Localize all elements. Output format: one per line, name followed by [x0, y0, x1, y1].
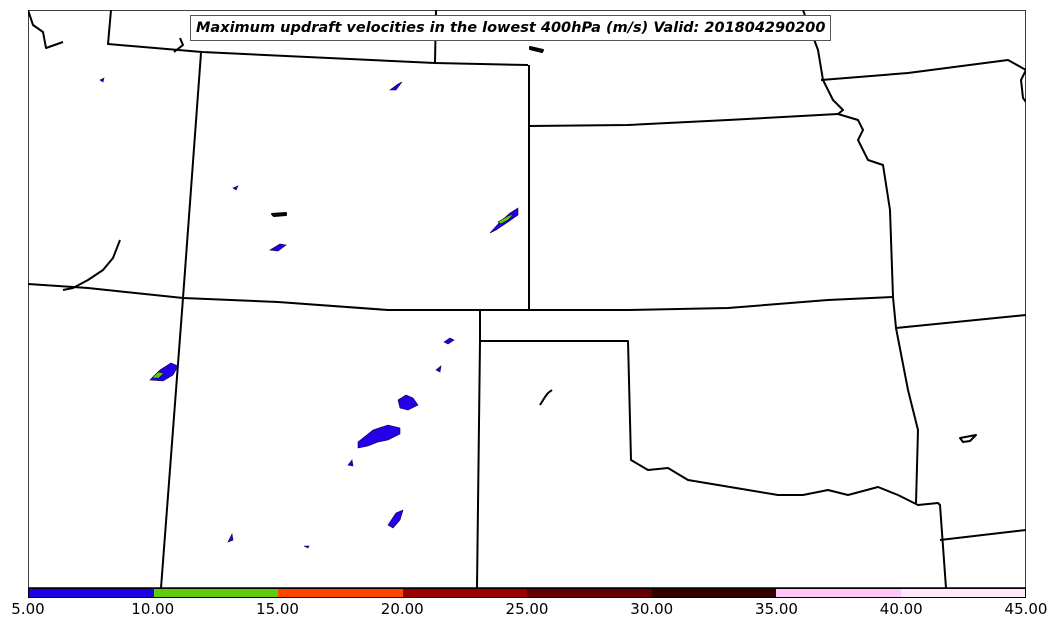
- missouri-river-border: [802, 10, 844, 115]
- updraft-cell: [227, 533, 234, 543]
- updraft-cell: [389, 81, 403, 91]
- lake-outline-1: [271, 212, 287, 217]
- map-title: Maximum updraft velocities in the lowest…: [190, 15, 832, 41]
- colorbar-tick-label: 45.00: [1004, 600, 1048, 618]
- arkansas-la-border: [939, 529, 1026, 541]
- colorbar: [28, 588, 1026, 598]
- oklahoma-arkansas-border: [895, 327, 919, 504]
- updraft-cell: [443, 337, 455, 345]
- lake-outline-2: [529, 46, 544, 53]
- colorbar-bin: [900, 589, 1025, 597]
- reservoir-outline: [539, 389, 553, 406]
- new-mexico-boundary: [160, 297, 184, 588]
- colorbar-tick-label: 15.00: [256, 600, 299, 618]
- colorbar-bin: [29, 589, 154, 597]
- colorbar-bin: [153, 589, 278, 597]
- colorbar-bin: [776, 589, 901, 597]
- updraft-cell: [151, 371, 165, 379]
- updraft-cell: [357, 424, 401, 449]
- state-boundaries: [28, 10, 1026, 588]
- map-panel: [28, 10, 1026, 588]
- updraft-cell: [232, 185, 239, 191]
- colorbar-bin: [278, 589, 403, 597]
- colorbar-tick-label: 20.00: [380, 600, 424, 618]
- iowa-missouri-border: [820, 59, 1026, 81]
- updraft-cell: [347, 459, 354, 467]
- colorbar-bin: [651, 589, 776, 597]
- colorbar-tick-label: 40.00: [879, 600, 923, 618]
- map-border: [28, 10, 1026, 588]
- colorbar-tick-label: 25.00: [505, 600, 549, 618]
- updraft-cells: [99, 77, 519, 549]
- colorbar-tick-label: 35.00: [755, 600, 798, 618]
- updraft-cell: [99, 77, 105, 83]
- coast-fragment: [173, 37, 184, 53]
- nebraska-kansas-border: [528, 113, 894, 311]
- great-salt-lake-coast: [62, 239, 121, 291]
- colorbar-bin: [402, 589, 527, 597]
- colorbar-bin: [527, 589, 652, 597]
- lake-outline-3: [959, 434, 977, 443]
- map-canvas: [28, 10, 1026, 588]
- updraft-cell: [435, 365, 442, 373]
- updraft-cell: [397, 394, 419, 411]
- colorbar-tick-label: 5.00: [11, 600, 45, 618]
- wyoming-north-border: [107, 10, 529, 66]
- colorbar-tick-label: 30.00: [630, 600, 674, 618]
- updraft-cell: [387, 509, 404, 529]
- mississippi-wiggle: [1020, 69, 1026, 103]
- tx-panhandle-border: [480, 340, 947, 588]
- colorbar-tick-label: 10.00: [131, 600, 175, 618]
- updraft-cell: [303, 545, 310, 549]
- northwest-coastline: [28, 10, 64, 49]
- western-border: [28, 283, 184, 299]
- updraft-cell: [269, 243, 287, 252]
- updraft-cell: [497, 213, 515, 225]
